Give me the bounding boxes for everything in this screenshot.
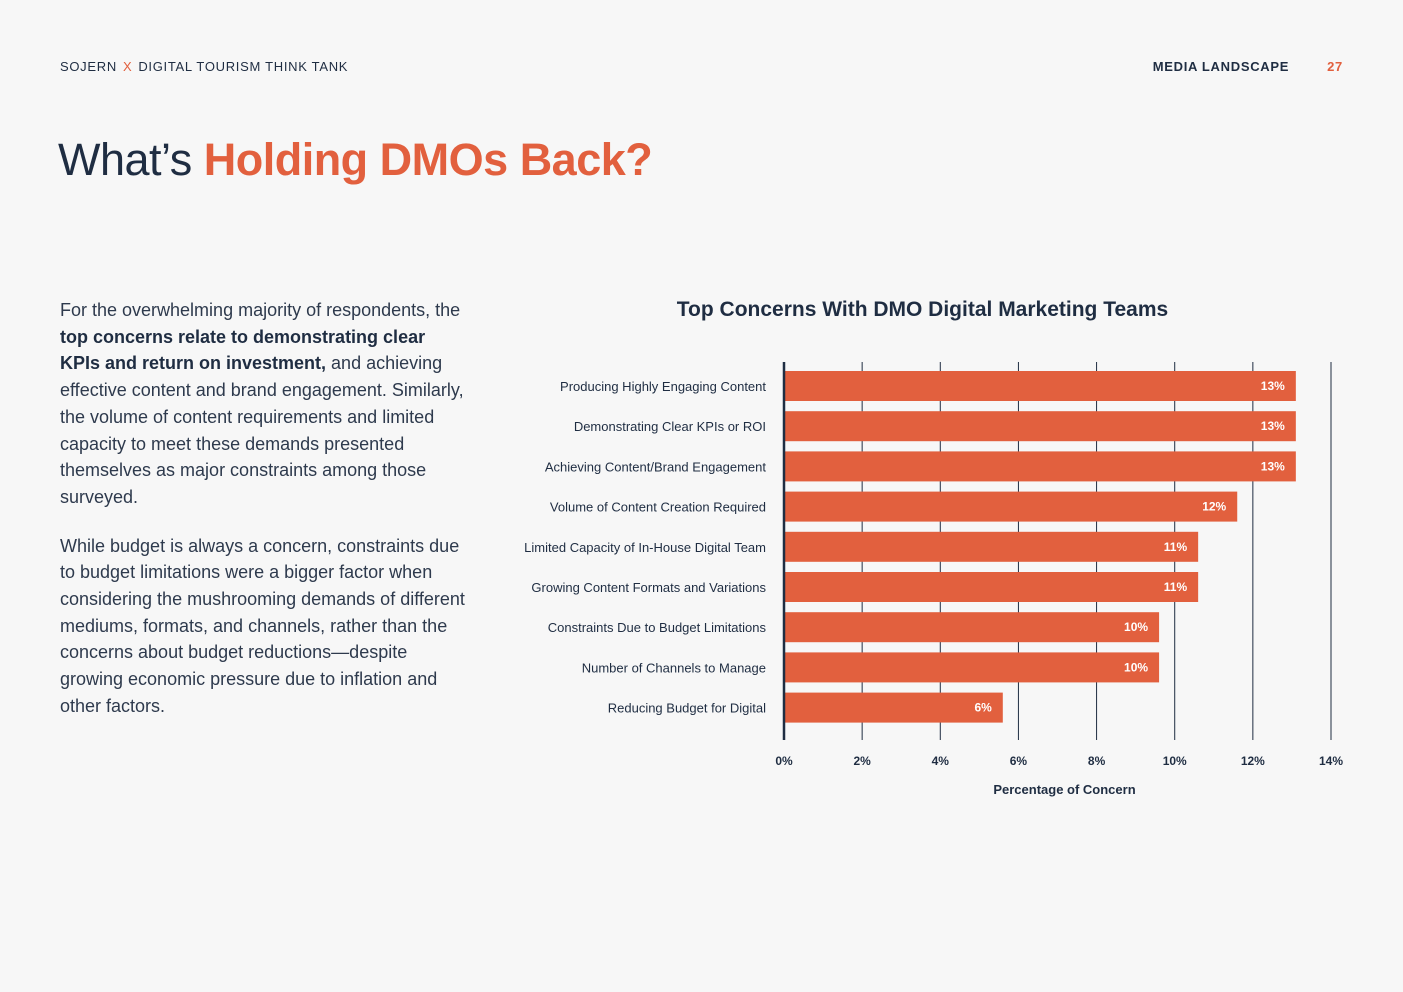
data-label: 10% (1124, 660, 1148, 674)
paragraph-2: While budget is always a concern, constr… (60, 535, 465, 716)
page-title: What’s Holding DMOs Back? (58, 134, 653, 186)
bar (784, 411, 1296, 442)
bar (784, 652, 1160, 683)
data-label: 11% (1164, 540, 1188, 554)
category-label: Limited Capacity of In-House Digital Tea… (524, 540, 766, 555)
bar (784, 451, 1296, 482)
data-label: 12% (1202, 500, 1226, 514)
x-tick-label: 2% (853, 754, 871, 768)
x-tick-label: 0% (775, 754, 793, 768)
page-title-prefix: What’s (58, 134, 204, 185)
category-label: Volume of Content Creation Required (550, 500, 766, 515)
bar (784, 531, 1199, 562)
data-label: 13% (1261, 379, 1285, 393)
paragraph-1: For the overwhelming majority of respond… (60, 297, 465, 511)
body-text: For the overwhelming majority of respond… (60, 297, 465, 742)
data-label: 6% (974, 701, 992, 715)
category-label: Demonstrating Clear KPIs or ROI (574, 419, 766, 434)
page-title-highlight: Holding DMOs Back? (203, 134, 653, 185)
bar (784, 491, 1238, 522)
x-tick-label: 8% (1088, 754, 1106, 768)
paragraph-1-end: and achieving effective content and bran… (60, 353, 464, 507)
paragraph-1-start: For the overwhelming majority of respond… (60, 300, 461, 320)
category-label: Achieving Content/Brand Engagement (545, 459, 767, 474)
x-tick-label: 10% (1163, 754, 1187, 768)
header-left: SOJERN X DIGITAL TOURISM THINK TANK (60, 59, 348, 74)
bar (784, 692, 1003, 723)
x-tick-label: 6% (1010, 754, 1028, 768)
partner-name: DIGITAL TOURISM THINK TANK (138, 59, 349, 74)
category-label: Constraints Due to Budget Limitations (548, 620, 767, 635)
header-right: MEDIA LANDSCAPE 27 (1153, 59, 1343, 74)
brand-name: SOJERN (60, 59, 117, 74)
x-axis-title: Percentage of Concern (993, 782, 1135, 797)
chart-title: Top Concerns With DMO Digital Marketing … (676, 298, 1169, 321)
x-tick-label: 14% (1319, 754, 1343, 768)
page-number: 27 (1327, 59, 1343, 74)
section-name: MEDIA LANDSCAPE (1152, 59, 1290, 74)
header-separator: X (122, 59, 133, 74)
x-tick-label: 4% (932, 754, 950, 768)
x-tick-label: 12% (1241, 754, 1265, 768)
category-label: Producing Highly Engaging Content (560, 379, 766, 394)
data-label: 13% (1261, 459, 1285, 473)
data-label: 11% (1164, 580, 1188, 594)
category-label: Growing Content Formats and Variations (531, 580, 766, 595)
category-label: Reducing Budget for Digital (608, 701, 766, 716)
bar (784, 371, 1296, 401)
paragraph-1-bold: top concerns relate to demonstrating cle… (60, 326, 426, 374)
category-label: Number of Channels to Manage (582, 660, 766, 675)
bar (784, 612, 1160, 643)
bar-chart: Producing Highly Engaging Content 13% Demo… (524, 362, 1343, 797)
data-label: 13% (1261, 419, 1285, 433)
bar (784, 572, 1199, 602)
data-label: 10% (1124, 620, 1148, 634)
